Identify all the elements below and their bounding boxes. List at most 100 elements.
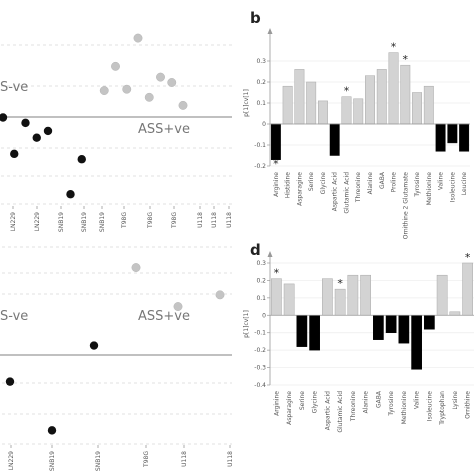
x-tick-label: Glycine (312, 391, 319, 414)
y-tick-label: -0.1 (254, 142, 266, 149)
bar (459, 123, 470, 152)
y-tick-label: 0.2 (256, 277, 266, 284)
bar (373, 315, 384, 340)
significance-star: * (274, 267, 280, 280)
panel-label: d (250, 241, 261, 259)
data-point (43, 126, 53, 136)
x-tick-label: Ornithine (465, 391, 472, 419)
bar (309, 315, 320, 351)
x-tick-label: LN229 (10, 212, 17, 231)
x-tick-label: Aspartic Acid (324, 391, 331, 430)
bar (435, 123, 446, 152)
bar (283, 283, 295, 316)
bar (360, 274, 371, 316)
data-point (215, 290, 225, 300)
data-point (0, 113, 8, 122)
x-tick-label: Arginine (273, 391, 280, 416)
data-point (144, 92, 154, 102)
bar (398, 315, 410, 344)
bar (353, 98, 364, 125)
data-point (5, 377, 15, 386)
x-tick-label: Proline (391, 172, 398, 193)
significance-star: * (403, 53, 409, 66)
bar (294, 69, 305, 125)
data-point (47, 426, 57, 435)
bar (449, 311, 461, 316)
y-tick-label: 0.1 (256, 100, 266, 107)
x-tick-label: T98G (143, 451, 150, 468)
data-point (122, 84, 132, 94)
y-axis-title: p[1]cv[1] (243, 310, 250, 338)
x-tick-label: Methionine (401, 391, 408, 425)
x-tick-label: SNB19 (58, 212, 65, 232)
data-point (32, 133, 41, 142)
significance-star: * (273, 158, 279, 171)
x-tick-label: Tyrosine (388, 391, 395, 417)
bar (385, 315, 397, 333)
x-tick-label: Glutamic Acid (337, 391, 344, 433)
significance-star: * (344, 85, 350, 98)
y-axis-title: p[1]cv[1] (243, 89, 250, 117)
bar (423, 85, 434, 125)
data-point (178, 100, 188, 110)
x-tick-label: Tyrosine (414, 172, 421, 198)
x-tick-label: Tryptophan (439, 391, 446, 426)
y-tick-label: 0.1 (256, 295, 266, 302)
x-tick-label: Aspartic Acid (332, 172, 339, 211)
bar (376, 69, 387, 125)
x-tick-label: U118 (226, 212, 233, 228)
x-tick-label: GABA (375, 390, 382, 408)
x-tick-label: U118 (197, 212, 204, 228)
x-tick-label: Serine (308, 172, 315, 191)
y-tick-label: -0.2 (254, 347, 266, 354)
x-tick-label: T98G (171, 212, 178, 229)
data-point (77, 155, 86, 164)
bar (334, 288, 346, 316)
bar (447, 123, 458, 144)
x-tick-label: T98G (121, 212, 128, 229)
x-tick-label: Glutamic Acid (343, 172, 350, 214)
y-axis-arrow (267, 28, 273, 34)
bar (347, 274, 359, 316)
y-tick-label: -0.3 (254, 365, 266, 372)
bar (365, 75, 375, 125)
x-tick-label: Alanine (367, 172, 374, 195)
bar (271, 278, 282, 316)
x-tick-label: SNB19 (95, 451, 102, 471)
x-tick-label: Histidine (285, 172, 292, 199)
panel-label: b (250, 9, 261, 27)
x-tick-label: SNB19 (99, 212, 106, 232)
significance-star: * (391, 41, 397, 54)
bar (424, 315, 435, 330)
x-tick-label: SNB19 (49, 451, 56, 471)
bar (296, 315, 308, 347)
significance-star: * (337, 277, 343, 290)
annotation-label: ASS+ve (138, 309, 190, 324)
y-tick-label: 0.2 (256, 79, 266, 86)
x-tick-label: Ornithine 2 Glutamate (402, 172, 409, 240)
x-tick-label: U118 (181, 451, 188, 467)
annotation-label: ASS+ve (138, 122, 190, 137)
x-tick-label: Methionine (426, 172, 433, 206)
data-point (133, 33, 143, 43)
bar (306, 81, 317, 125)
x-tick-label: Threonine (350, 391, 357, 422)
x-tick-label: Asparagine (286, 391, 293, 425)
x-tick-label: Valine (438, 172, 445, 190)
significance-star: * (465, 251, 471, 264)
y-tick-label: -0.1 (254, 330, 266, 337)
bar (341, 96, 352, 125)
data-point (156, 72, 165, 82)
bar (412, 92, 423, 125)
x-tick-label: U118 (227, 451, 234, 467)
data-point (173, 302, 183, 311)
bar (317, 100, 328, 125)
data-point (21, 118, 30, 128)
bar (329, 123, 340, 156)
data-point (89, 341, 99, 350)
y-tick-label: 0.3 (256, 58, 266, 65)
data-point (131, 263, 141, 272)
data-point (167, 78, 177, 87)
x-tick-label: Arginine (273, 172, 280, 197)
